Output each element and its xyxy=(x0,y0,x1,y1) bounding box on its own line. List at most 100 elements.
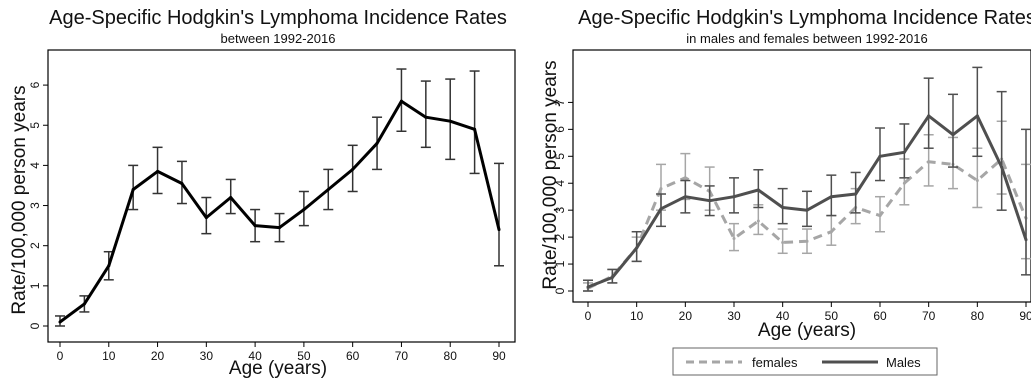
right-x-tick-label: 20 xyxy=(679,309,693,323)
left-rate-data-point xyxy=(351,167,355,171)
left-x-tick-label: 40 xyxy=(248,349,262,363)
right-y-axis-title: Rate/100,000 person years xyxy=(540,60,561,289)
right-y-tick-label: 2 xyxy=(553,233,567,240)
right-males-data-point xyxy=(951,133,955,137)
right-chart-title: Age-Specific Hodgkin's Lymphoma Incidenc… xyxy=(578,7,1031,29)
chart-left: Age-Specific Hodgkin's Lymphoma Incidenc… xyxy=(9,7,516,379)
left-rate-data-point xyxy=(156,169,160,173)
left-marks: 0 10 20 30 40 50 60 70 80 90 0 1 2 3 4 5 6 xyxy=(28,68,506,363)
right-marks: 0 10 20 30 40 50 60 70 80 90 0 1 2 3 4 5 6 7 xyxy=(553,66,1031,323)
right-x-tick-label: 90 xyxy=(1019,309,1031,323)
left-x-tick-label: 0 xyxy=(57,349,64,363)
left-x-tick-label: 60 xyxy=(346,349,360,363)
right-y-tick-label: 6 xyxy=(553,126,567,133)
left-rate-data-point xyxy=(399,99,403,103)
left-rate-data-point xyxy=(204,216,208,220)
right-males-data-point xyxy=(902,150,906,154)
right-plot-frame xyxy=(572,49,1031,303)
right-males-data-point xyxy=(1000,165,1004,169)
left-chart-title: Age-Specific Hodgkin's Lymphoma Incidenc… xyxy=(49,7,507,29)
left-x-tick-label: 10 xyxy=(102,349,116,363)
right-chart-subtitle: in males and females between 1992-2016 xyxy=(686,31,927,46)
right-males-data-point xyxy=(927,114,931,118)
left-x-tick-label: 50 xyxy=(297,349,311,363)
left-rate-data-point xyxy=(253,224,257,228)
right-males-data-point xyxy=(975,114,979,118)
right-females-data-point xyxy=(829,230,833,234)
left-x-tick-label: 80 xyxy=(444,349,458,363)
right-females-data-point xyxy=(659,187,663,191)
left-rate-series-line xyxy=(59,99,501,324)
right-females-data-point xyxy=(683,176,687,180)
left-chart-subtitle: between 1992-2016 xyxy=(221,31,336,46)
right-males-data-point xyxy=(610,276,614,280)
right-males-data-point xyxy=(829,195,833,199)
right-y-tick-label: 7 xyxy=(553,99,567,106)
right-females-data-point xyxy=(927,160,931,164)
left-rate-data-point xyxy=(302,208,306,212)
right-males-data-point xyxy=(878,154,882,158)
right-males-data-point xyxy=(586,285,590,289)
right-x-tick-label: 70 xyxy=(922,309,936,323)
left-rate-data-point xyxy=(180,181,184,185)
right-females-data-point xyxy=(805,239,809,243)
right-x-tick-label: 0 xyxy=(585,309,592,323)
left-rate-data-point xyxy=(131,187,135,191)
right-x-tick-label: 50 xyxy=(825,309,839,323)
right-y-tick-label: 5 xyxy=(553,153,567,160)
left-rate-data-point xyxy=(497,228,501,232)
right-males-data-point xyxy=(683,195,687,199)
left-rate-data-point xyxy=(107,264,111,268)
left-rate-data-point xyxy=(473,127,477,131)
right-x-tick-label: 30 xyxy=(727,309,741,323)
left-rate-data-point xyxy=(278,226,281,230)
left-plot-frame xyxy=(47,49,516,343)
right-males-data-point xyxy=(756,188,760,192)
left-x-tick-label: 30 xyxy=(200,349,214,363)
right-females-data-point xyxy=(902,181,906,185)
right-males-data-point xyxy=(805,208,809,212)
left-y-tick-label: 3 xyxy=(28,202,42,209)
right-x-axis-title: Age (years) xyxy=(758,320,856,341)
right-females-data-point xyxy=(756,219,760,223)
left-y-tick-label: 5 xyxy=(28,122,42,129)
left-rate-data-point xyxy=(448,119,452,123)
left-x-tick-label: 90 xyxy=(492,349,506,363)
left-y-tick-label: 6 xyxy=(28,81,42,88)
right-females-data-point xyxy=(732,236,736,240)
right-males-data-point xyxy=(781,205,785,209)
right-x-tick-label: 80 xyxy=(971,309,985,323)
right-x-tick-label: 40 xyxy=(776,309,790,323)
right-y-tick-label: 0 xyxy=(553,287,567,294)
legend-label-males: Males xyxy=(886,355,921,370)
right-males-data-point xyxy=(635,246,639,250)
right-y-tick-label: 1 xyxy=(553,260,567,267)
right-y-tick-label: 4 xyxy=(553,180,567,187)
right-males-data-point xyxy=(708,199,712,203)
right-males-data-point xyxy=(1024,238,1028,242)
right-males-data-point xyxy=(732,195,736,199)
left-x-axis-title: Age (years) xyxy=(229,358,327,379)
right-x-tick-label: 10 xyxy=(630,309,644,323)
left-y-axis-title: Rate/100,000 person years xyxy=(9,85,30,314)
chart-right: Age-Specific Hodgkin's Lymphoma Incidenc… xyxy=(540,7,1031,376)
left-rate-data-point xyxy=(326,187,330,191)
left-rate-data-point xyxy=(82,302,86,306)
right-females-data-point xyxy=(781,241,785,245)
right-females-data-point xyxy=(975,179,979,183)
right-males-data-point xyxy=(854,192,858,196)
left-y-tick-label: 1 xyxy=(28,282,42,289)
left-y-tick-label: 2 xyxy=(28,242,42,249)
right-x-tick-label: 60 xyxy=(873,309,887,323)
left-x-tick-label: 70 xyxy=(395,349,409,363)
left-y-tick-label: 0 xyxy=(28,322,42,329)
left-x-tick-label: 20 xyxy=(151,349,165,363)
right-females-data-point xyxy=(878,214,882,218)
right-males-data-point xyxy=(659,207,663,211)
right-legend: females Males xyxy=(672,347,938,376)
legend-label-females: females xyxy=(752,355,798,370)
left-rate-data-point xyxy=(375,141,379,145)
right-y-tick-label: 3 xyxy=(553,207,567,214)
